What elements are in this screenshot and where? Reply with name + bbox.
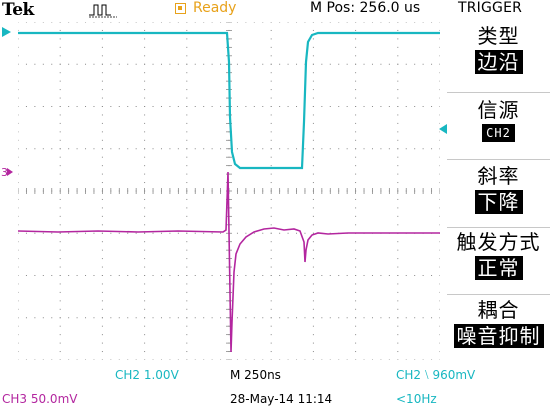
menu-separator — [447, 227, 550, 228]
menu-separator — [447, 294, 550, 295]
ch3-scale: CH3 50.0mV — [2, 392, 78, 406]
menu-trigger-mode-label: 触发方式 — [456, 230, 541, 254]
brand-logo: Tek — [2, 0, 34, 20]
menu-source[interactable]: 信源 CH2 — [447, 98, 550, 142]
menu-slope[interactable]: 斜率 下降 — [447, 164, 550, 214]
waveform-display — [18, 22, 440, 360]
menu-slope-value: 下降 — [474, 190, 523, 214]
trigger-info: CH2 ⧵ 960mV — [396, 368, 476, 382]
menu-trigger-mode-value: 正常 — [474, 256, 523, 280]
status-bar: Tek Ready M Pos: 256.0 us TRIGGER — [0, 0, 550, 22]
menu-type[interactable]: 类型 边沿 — [447, 24, 550, 74]
ch2-waveform — [18, 31, 440, 170]
trigger-level-arrow-icon[interactable] — [437, 123, 449, 135]
menu-type-label: 类型 — [477, 24, 520, 48]
menu-trigger-mode[interactable]: 触发方式 正常 — [447, 230, 550, 280]
ch3-ground-marker[interactable]: 3 — [1, 165, 15, 179]
menu-coupling[interactable]: 耦合 噪音抑制 — [447, 298, 550, 348]
horizontal-position: M Pos: 256.0 us — [310, 0, 421, 16]
ch3-waveform — [18, 171, 440, 353]
menu-source-label: 信源 — [477, 98, 520, 122]
menu-coupling-label: 耦合 — [477, 298, 520, 322]
datetime: 28-May-14 11:14 — [230, 392, 333, 406]
ch2-ground-marker[interactable] — [2, 26, 16, 38]
ch2-scale: CH2 1.00V — [115, 368, 179, 382]
trigger-menu: 类型 边沿 信源 CH2 斜率 下降 触发方式 正常 耦合 噪音抑制 — [447, 22, 550, 360]
timebase: M 250ns — [230, 368, 281, 382]
menu-separator — [447, 92, 550, 93]
svg-text:3: 3 — [1, 166, 8, 179]
menu-title: TRIGGER — [458, 0, 523, 16]
menu-source-value: CH2 — [482, 124, 515, 142]
pulse-run-icon — [88, 2, 118, 18]
menu-coupling-value: 噪音抑制 — [453, 324, 544, 348]
menu-slope-label: 斜率 — [477, 164, 520, 188]
menu-separator — [447, 159, 550, 160]
trigger-ready-icon — [175, 3, 186, 14]
acquisition-status: Ready — [193, 0, 237, 16]
menu-type-value: 边沿 — [474, 50, 523, 74]
trigger-frequency: <10Hz — [396, 392, 437, 406]
